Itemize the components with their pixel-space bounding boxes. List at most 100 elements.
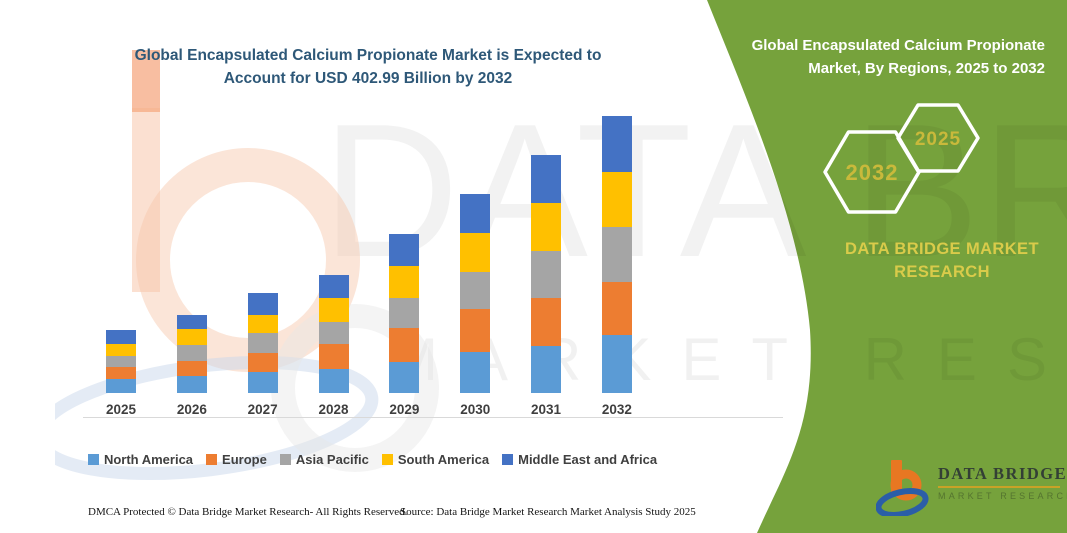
bar-segment [460, 352, 491, 393]
bar-segment [106, 344, 136, 356]
bar-segment [389, 362, 420, 393]
bar-segment [389, 328, 420, 362]
bar-segment [318, 344, 349, 369]
bar-segment [601, 227, 632, 282]
x-axis-label-2027: 2027 [247, 402, 278, 417]
legend-item: North America [87, 452, 194, 467]
bar-segment [318, 369, 349, 393]
bar-segment [460, 233, 491, 272]
bar-stack-2032 [601, 116, 632, 393]
x-axis-line [83, 417, 783, 418]
bar-segment [389, 298, 420, 328]
x-axis-label-2028: 2028 [318, 402, 349, 417]
bar-stack-2027 [247, 293, 278, 393]
legend-label: South America [397, 452, 490, 467]
bar-segment [531, 155, 562, 203]
bar-segment [460, 272, 491, 309]
legend-swatch-icon [381, 454, 393, 465]
dmca-text: DMCA Protected © Data Bridge Market Rese… [88, 506, 408, 518]
logo-name: DATA BRIDGE [938, 464, 1067, 483]
x-axis-label-2025: 2025 [105, 402, 137, 417]
bar-segment [531, 251, 562, 298]
bar-column-2027: 2027 [231, 293, 295, 417]
bar-segment [247, 372, 278, 393]
bar-segment [531, 298, 562, 346]
bars-area: 2025 2026 2027 2028 2029 2030 2031 2032 [85, 116, 653, 417]
watermark-b-stem [132, 108, 160, 292]
x-axis-label-2030: 2030 [460, 402, 491, 417]
legend-label: North America [103, 452, 194, 467]
bar-segment [106, 367, 136, 379]
bar-segment [247, 293, 278, 315]
bar-segment [460, 309, 491, 352]
watermark-research-text: MARKET RESEARCH [388, 326, 1067, 393]
legend-swatch-icon [87, 454, 99, 465]
legend-label: Asia Pacific [295, 452, 369, 467]
bar-column-2025: 2025 [89, 330, 153, 417]
bar-column-2028: 2028 [302, 275, 366, 417]
bar-segment [531, 203, 562, 251]
bar-segment [176, 361, 207, 376]
legend-swatch-icon [502, 454, 514, 465]
bar-segment [106, 356, 136, 367]
watermark-b-stem-top [132, 50, 160, 112]
logo-text-block: DATA BRIDGE MARKET RESEARCH [938, 464, 1067, 501]
bar-stack-2031 [531, 155, 562, 393]
bar-column-2026: 2026 [160, 315, 224, 417]
legend-item: Asia Pacific [279, 452, 369, 467]
bar-segment [601, 335, 632, 393]
bar-segment [318, 322, 349, 344]
bar-stack-2026 [176, 315, 207, 393]
bar-segment [176, 345, 207, 361]
legend-swatch-icon [206, 454, 218, 465]
logo-b-bowl [890, 469, 922, 501]
panel-title: Global Encapsulated Calcium Propionate M… [751, 37, 1045, 78]
bar-segment [389, 234, 420, 266]
source-text: Source: Data Bridge Market Research Mark… [400, 506, 696, 518]
bar-stack-2029 [389, 234, 420, 393]
logo-blue-swoosh [876, 487, 929, 516]
bar-column-2030: 2030 [443, 194, 507, 417]
watermark-gray-ring [271, 304, 439, 472]
bar-segment [247, 333, 278, 353]
stacked-bar-chart: 2025 2026 2027 2028 2029 2030 2031 2032 [83, 116, 783, 448]
data-bridge-logo-icon [876, 460, 929, 516]
bar-segment [601, 282, 632, 335]
legend-label: Middle East and Africa [518, 452, 658, 467]
bar-segment [601, 172, 632, 227]
bar-column-2032: 2032 [585, 116, 649, 417]
bar-segment [247, 315, 278, 333]
logo-subtext: MARKET RESEARCH [938, 491, 1067, 501]
legend-label: Europe [222, 452, 267, 467]
legend-item: Middle East and Africa [502, 452, 657, 467]
bar-segment [176, 315, 207, 329]
bar-stack-2025 [106, 330, 136, 393]
x-axis-label-2026: 2026 [176, 402, 207, 417]
legend-swatch-icon [279, 454, 291, 465]
bar-stack-2030 [460, 194, 491, 393]
bar-segment [176, 376, 207, 393]
x-axis-label-2032: 2032 [601, 402, 632, 417]
bar-segment [106, 330, 136, 344]
bar-segment [247, 353, 278, 372]
bar-segment [176, 329, 207, 345]
chart-title: Global Encapsulated Calcium Propionate M… [134, 47, 602, 88]
x-axis-label-2029: 2029 [389, 402, 420, 417]
bar-segment [601, 116, 632, 172]
logo-underline [938, 486, 1060, 488]
bar-segment [106, 379, 136, 393]
x-axis-label-2031: 2031 [531, 402, 562, 417]
bar-stack-2028 [318, 275, 349, 393]
legend-item: Europe [206, 452, 267, 467]
bar-column-2029: 2029 [372, 234, 436, 417]
chart-legend: North America Europe Asia Pacific South Ame… [85, 452, 660, 467]
bar-segment [460, 194, 491, 233]
bar-segment [318, 275, 349, 298]
panel-brand-text: DATA BRIDGE MARKET RESEARCH [845, 240, 1039, 282]
bar-segment [531, 346, 562, 393]
bar-column-2031: 2031 [514, 155, 578, 417]
bar-segment [318, 298, 349, 322]
bar-segment [389, 266, 420, 298]
legend-item: South America [381, 452, 490, 467]
